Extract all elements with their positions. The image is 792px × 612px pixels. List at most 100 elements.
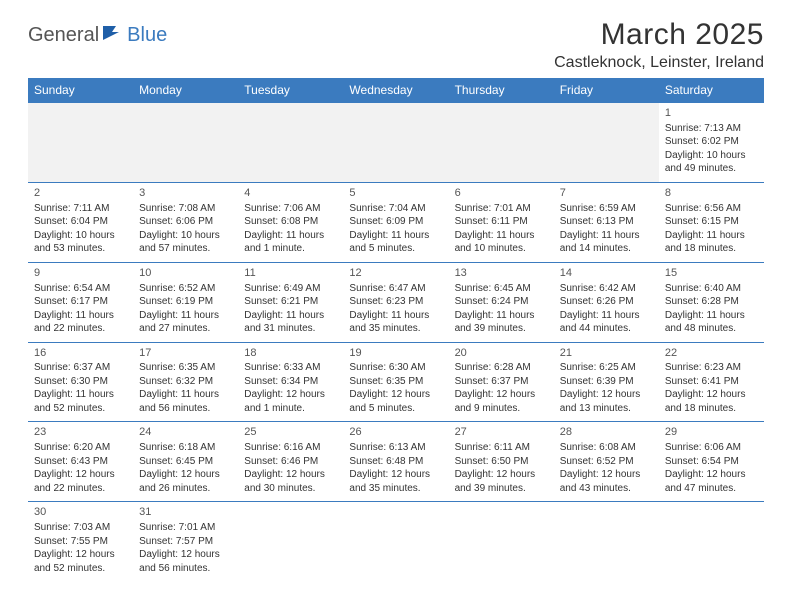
daylight-text: Daylight: 12 hours [34,468,127,482]
header: General Blue March 2025 Castleknock, Lei… [28,18,764,72]
day-number: 14 [560,266,653,281]
day-number: 17 [139,346,232,361]
sunrise-text: Sunrise: 6:35 AM [139,361,232,375]
daylight-text: Daylight: 12 hours [34,548,127,562]
day-header: Monday [133,78,238,103]
week-row: 16Sunrise: 6:37 AMSunset: 6:30 PMDayligh… [28,342,764,422]
day-header: Thursday [449,78,554,103]
sunset-text: Sunset: 6:32 PM [139,375,232,389]
logo: General Blue [28,24,167,47]
daylight-text: Daylight: 12 hours [560,388,653,402]
day-cell: 16Sunrise: 6:37 AMSunset: 6:30 PMDayligh… [28,342,133,422]
day-number: 28 [560,425,653,440]
sunset-text: Sunset: 6:15 PM [665,215,758,229]
day-number: 1 [665,106,758,121]
sunrise-text: Sunrise: 6:59 AM [560,202,653,216]
calendar-body: 1Sunrise: 7:13 AMSunset: 6:02 PMDaylight… [28,103,764,582]
daylight-text: and 1 minute. [244,402,337,416]
daylight-text: and 14 minutes. [560,242,653,256]
sunset-text: Sunset: 6:28 PM [665,295,758,309]
location: Castleknock, Leinster, Ireland [554,54,764,72]
daylight-text: Daylight: 11 hours [244,229,337,243]
day-number: 7 [560,186,653,201]
day-cell: 4Sunrise: 7:06 AMSunset: 6:08 PMDaylight… [238,182,343,262]
daylight-text: Daylight: 11 hours [455,309,548,323]
daylight-text: Daylight: 10 hours [139,229,232,243]
day-cell: 26Sunrise: 6:13 AMSunset: 6:48 PMDayligh… [343,422,448,502]
day-number: 11 [244,266,337,281]
sunrise-text: Sunrise: 6:28 AM [455,361,548,375]
day-cell: 14Sunrise: 6:42 AMSunset: 6:26 PMDayligh… [554,262,659,342]
daylight-text: Daylight: 11 hours [560,229,653,243]
week-row: 30Sunrise: 7:03 AMSunset: 7:55 PMDayligh… [28,502,764,581]
daylight-text: Daylight: 11 hours [349,309,442,323]
sunrise-text: Sunrise: 6:45 AM [455,282,548,296]
daylight-text: and 27 minutes. [139,322,232,336]
daylight-text: and 39 minutes. [455,482,548,496]
daylight-text: and 53 minutes. [34,242,127,256]
flag-icon [102,24,124,47]
sunrise-text: Sunrise: 6:42 AM [560,282,653,296]
day-number: 31 [139,505,232,520]
day-cell: 10Sunrise: 6:52 AMSunset: 6:19 PMDayligh… [133,262,238,342]
empty-cell [343,502,448,581]
daylight-text: and 39 minutes. [455,322,548,336]
day-header: Tuesday [238,78,343,103]
day-cell: 18Sunrise: 6:33 AMSunset: 6:34 PMDayligh… [238,342,343,422]
daylight-text: Daylight: 10 hours [34,229,127,243]
daylight-text: and 44 minutes. [560,322,653,336]
daylight-text: and 13 minutes. [560,402,653,416]
sunset-text: Sunset: 6:50 PM [455,455,548,469]
daylight-text: Daylight: 11 hours [455,229,548,243]
sunrise-text: Sunrise: 6:18 AM [139,441,232,455]
empty-cell [554,103,659,183]
daylight-text: Daylight: 11 hours [139,309,232,323]
sunrise-text: Sunrise: 7:01 AM [455,202,548,216]
daylight-text: and 30 minutes. [244,482,337,496]
calendar-table: Sunday Monday Tuesday Wednesday Thursday… [28,78,764,581]
week-row: 1Sunrise: 7:13 AMSunset: 6:02 PMDaylight… [28,103,764,183]
sunset-text: Sunset: 6:48 PM [349,455,442,469]
day-number: 2 [34,186,127,201]
daylight-text: and 10 minutes. [455,242,548,256]
sunset-text: Sunset: 6:41 PM [665,375,758,389]
sunset-text: Sunset: 6:45 PM [139,455,232,469]
day-number: 5 [349,186,442,201]
sunset-text: Sunset: 7:57 PM [139,535,232,549]
day-cell: 5Sunrise: 7:04 AMSunset: 6:09 PMDaylight… [343,182,448,262]
daylight-text: and 43 minutes. [560,482,653,496]
day-number: 18 [244,346,337,361]
day-cell: 15Sunrise: 6:40 AMSunset: 6:28 PMDayligh… [659,262,764,342]
sunrise-text: Sunrise: 6:33 AM [244,361,337,375]
daylight-text: and 35 minutes. [349,322,442,336]
empty-cell [659,502,764,581]
daylight-text: and 52 minutes. [34,562,127,576]
daylight-text: and 5 minutes. [349,242,442,256]
daylight-text: and 22 minutes. [34,482,127,496]
sunrise-text: Sunrise: 6:52 AM [139,282,232,296]
sunrise-text: Sunrise: 6:47 AM [349,282,442,296]
day-cell: 20Sunrise: 6:28 AMSunset: 6:37 PMDayligh… [449,342,554,422]
empty-cell [238,103,343,183]
daylight-text: Daylight: 12 hours [349,468,442,482]
logo-text-general: General [28,24,99,47]
sunset-text: Sunset: 6:30 PM [34,375,127,389]
daylight-text: Daylight: 12 hours [560,468,653,482]
day-cell: 1Sunrise: 7:13 AMSunset: 6:02 PMDaylight… [659,103,764,183]
day-cell: 21Sunrise: 6:25 AMSunset: 6:39 PMDayligh… [554,342,659,422]
daylight-text: and 35 minutes. [349,482,442,496]
empty-cell [449,502,554,581]
daylight-text: and 52 minutes. [34,402,127,416]
daylight-text: Daylight: 11 hours [665,229,758,243]
sunrise-text: Sunrise: 7:03 AM [34,521,127,535]
empty-cell [133,103,238,183]
day-cell: 2Sunrise: 7:11 AMSunset: 6:04 PMDaylight… [28,182,133,262]
daylight-text: Daylight: 11 hours [34,388,127,402]
daylight-text: Daylight: 12 hours [665,468,758,482]
day-cell: 22Sunrise: 6:23 AMSunset: 6:41 PMDayligh… [659,342,764,422]
sunrise-text: Sunrise: 6:11 AM [455,441,548,455]
sunset-text: Sunset: 6:11 PM [455,215,548,229]
daylight-text: and 56 minutes. [139,402,232,416]
day-header: Wednesday [343,78,448,103]
sunrise-text: Sunrise: 6:54 AM [34,282,127,296]
